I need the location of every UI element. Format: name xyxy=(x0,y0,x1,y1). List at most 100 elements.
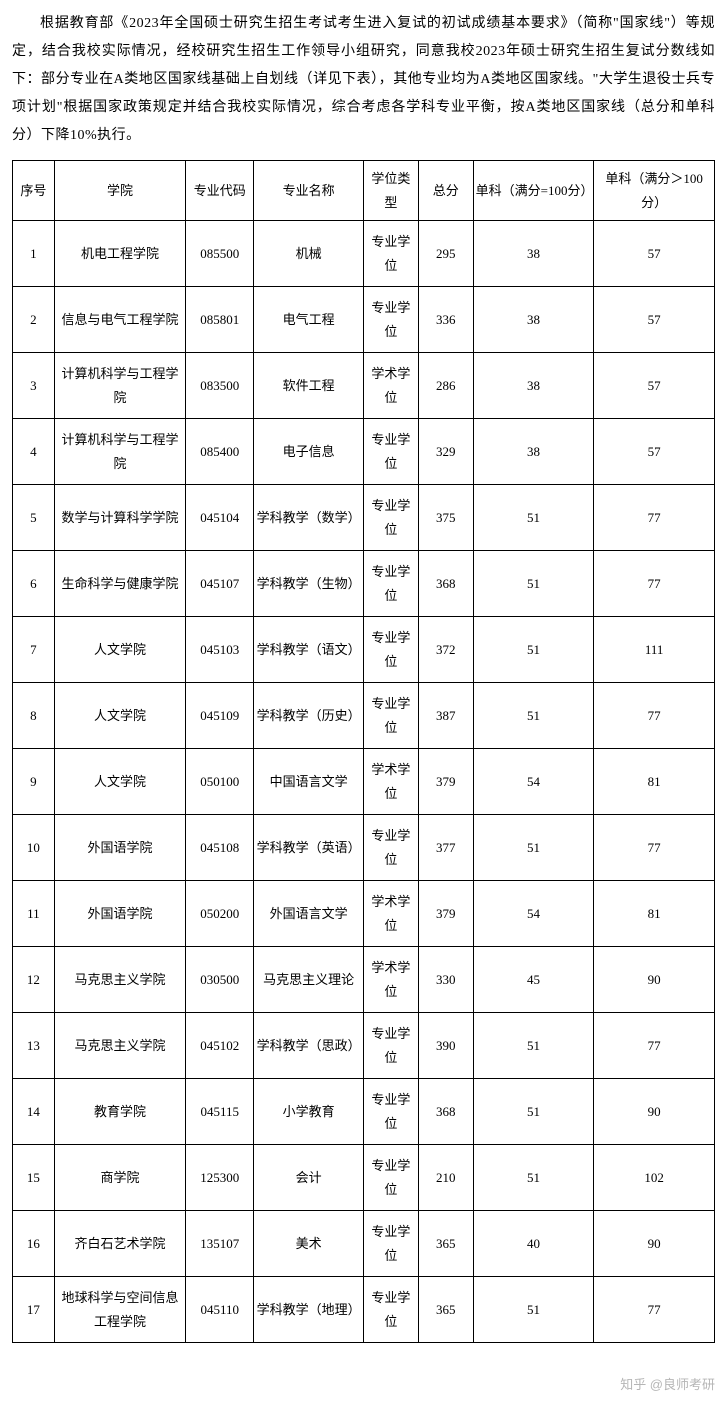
cell-major: 学科教学（数学） xyxy=(254,485,364,551)
cell-major: 学科教学（生物） xyxy=(254,551,364,617)
table-row: 7人文学院045103学科教学（语文）专业学位37251111 xyxy=(13,617,715,683)
cell-sub1: 51 xyxy=(473,617,594,683)
cell-college: 人文学院 xyxy=(54,683,186,749)
cell-major: 学科教学（地理） xyxy=(254,1277,364,1343)
cell-college: 商学院 xyxy=(54,1145,186,1211)
cell-college: 马克思主义学院 xyxy=(54,947,186,1013)
cell-sub2: 77 xyxy=(594,1013,715,1079)
cell-total: 336 xyxy=(418,287,473,353)
cell-code: 085500 xyxy=(186,221,254,287)
cell-sub1: 51 xyxy=(473,683,594,749)
cell-major: 美术 xyxy=(254,1211,364,1277)
cell-total: 387 xyxy=(418,683,473,749)
cell-major: 学科教学（思政） xyxy=(254,1013,364,1079)
table-row: 2信息与电气工程学院085801电气工程专业学位3363857 xyxy=(13,287,715,353)
cell-sub1: 38 xyxy=(473,353,594,419)
cell-sub2: 90 xyxy=(594,947,715,1013)
cell-degree: 专业学位 xyxy=(363,1079,418,1145)
cell-code: 045102 xyxy=(186,1013,254,1079)
cell-code: 050200 xyxy=(186,881,254,947)
cell-major: 电子信息 xyxy=(254,419,364,485)
cell-seq: 2 xyxy=(13,287,55,353)
table-row: 12马克思主义学院030500马克思主义理论学术学位3304590 xyxy=(13,947,715,1013)
cell-code: 083500 xyxy=(186,353,254,419)
cell-total: 368 xyxy=(418,1079,473,1145)
cell-code: 045108 xyxy=(186,815,254,881)
table-row: 1机电工程学院085500机械专业学位2953857 xyxy=(13,221,715,287)
cell-major: 马克思主义理论 xyxy=(254,947,364,1013)
cell-degree: 专业学位 xyxy=(363,287,418,353)
table-body: 1机电工程学院085500机械专业学位29538572信息与电气工程学院0858… xyxy=(13,221,715,1343)
cell-degree: 学术学位 xyxy=(363,881,418,947)
cell-degree: 专业学位 xyxy=(363,683,418,749)
cell-major: 电气工程 xyxy=(254,287,364,353)
cell-total: 329 xyxy=(418,419,473,485)
cell-sub1: 54 xyxy=(473,749,594,815)
cell-sub2: 57 xyxy=(594,419,715,485)
cell-seq: 4 xyxy=(13,419,55,485)
cell-college: 生命科学与健康学院 xyxy=(54,551,186,617)
cell-sub1: 38 xyxy=(473,221,594,287)
cell-total: 372 xyxy=(418,617,473,683)
cell-college: 信息与电气工程学院 xyxy=(54,287,186,353)
cell-code: 045103 xyxy=(186,617,254,683)
cell-major: 学科教学（历史） xyxy=(254,683,364,749)
cell-seq: 1 xyxy=(13,221,55,287)
cell-code: 045109 xyxy=(186,683,254,749)
cell-sub2: 77 xyxy=(594,815,715,881)
cell-sub2: 90 xyxy=(594,1211,715,1277)
cell-sub1: 51 xyxy=(473,1145,594,1211)
table-row: 9人文学院050100中国语言文学学术学位3795481 xyxy=(13,749,715,815)
cell-major: 会计 xyxy=(254,1145,364,1211)
cell-degree: 专业学位 xyxy=(363,815,418,881)
cell-degree: 专业学位 xyxy=(363,551,418,617)
header-sub1: 单科（满分=100分） xyxy=(473,161,594,221)
cell-total: 368 xyxy=(418,551,473,617)
cell-degree: 专业学位 xyxy=(363,1145,418,1211)
cell-sub1: 38 xyxy=(473,419,594,485)
cell-code: 135107 xyxy=(186,1211,254,1277)
table-row: 16齐白石艺术学院135107美术专业学位3654090 xyxy=(13,1211,715,1277)
header-college: 学院 xyxy=(54,161,186,221)
cell-sub2: 57 xyxy=(594,353,715,419)
cell-degree: 专业学位 xyxy=(363,221,418,287)
cell-code: 045104 xyxy=(186,485,254,551)
cell-major: 机械 xyxy=(254,221,364,287)
header-code: 专业代码 xyxy=(186,161,254,221)
cell-sub2: 81 xyxy=(594,749,715,815)
cell-sub1: 51 xyxy=(473,1277,594,1343)
cell-seq: 17 xyxy=(13,1277,55,1343)
cell-seq: 16 xyxy=(13,1211,55,1277)
table-row: 15商学院125300会计专业学位21051102 xyxy=(13,1145,715,1211)
cell-code: 045107 xyxy=(186,551,254,617)
cell-code: 125300 xyxy=(186,1145,254,1211)
cell-college: 教育学院 xyxy=(54,1079,186,1145)
cell-college: 计算机科学与工程学院 xyxy=(54,353,186,419)
cell-sub1: 51 xyxy=(473,551,594,617)
cell-major: 学科教学（英语） xyxy=(254,815,364,881)
cell-major: 外国语言文学 xyxy=(254,881,364,947)
cell-college: 数学与计算科学学院 xyxy=(54,485,186,551)
cell-degree: 学术学位 xyxy=(363,353,418,419)
cell-code: 030500 xyxy=(186,947,254,1013)
cell-sub2: 90 xyxy=(594,1079,715,1145)
cell-degree: 专业学位 xyxy=(363,617,418,683)
table-row: 3计算机科学与工程学院083500软件工程学术学位2863857 xyxy=(13,353,715,419)
watermark: 知乎 @良师考研 xyxy=(620,1374,715,1393)
cell-sub1: 45 xyxy=(473,947,594,1013)
cell-college: 人文学院 xyxy=(54,617,186,683)
cell-college: 外国语学院 xyxy=(54,815,186,881)
cell-code: 050100 xyxy=(186,749,254,815)
cell-sub2: 77 xyxy=(594,683,715,749)
cell-sub1: 51 xyxy=(473,1013,594,1079)
cell-college: 机电工程学院 xyxy=(54,221,186,287)
cell-total: 365 xyxy=(418,1277,473,1343)
cell-seq: 11 xyxy=(13,881,55,947)
cell-seq: 14 xyxy=(13,1079,55,1145)
cell-major: 中国语言文学 xyxy=(254,749,364,815)
table-row: 8人文学院045109学科教学（历史）专业学位3875177 xyxy=(13,683,715,749)
cell-degree: 专业学位 xyxy=(363,1211,418,1277)
header-seq: 序号 xyxy=(13,161,55,221)
header-total: 总分 xyxy=(418,161,473,221)
header-degree: 学位类型 xyxy=(363,161,418,221)
